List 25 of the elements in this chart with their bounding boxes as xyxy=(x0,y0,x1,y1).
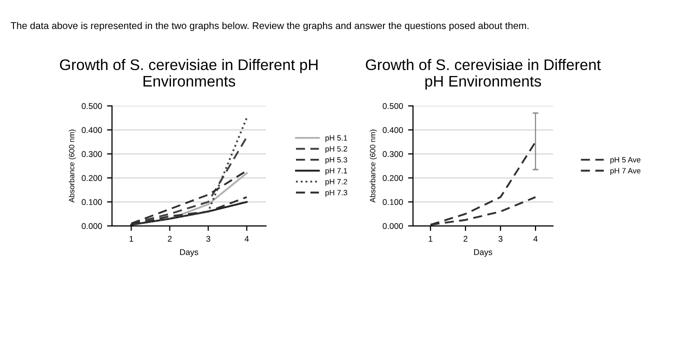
y-tick-label: 0.300 xyxy=(82,151,102,158)
y-tick-label: 0.100 xyxy=(82,199,102,206)
y-tick-label: 0.400 xyxy=(382,127,403,134)
x-tick-label: 2 xyxy=(168,236,172,242)
y-tick-label: 0.200 xyxy=(82,175,102,182)
x-tick-label: 4 xyxy=(533,236,538,242)
y-tick-label: 0.200 xyxy=(382,175,403,182)
x-tick-label: 1 xyxy=(428,236,432,242)
y-tick-label: 0.100 xyxy=(382,199,403,206)
y-tick-label: 0.000 xyxy=(82,223,102,230)
x-tick-label: 2 xyxy=(464,236,468,242)
y-tick-label: 0.500 xyxy=(82,103,102,109)
y-tick-label: 0.000 xyxy=(382,223,403,230)
y-tick-label: 0.300 xyxy=(382,151,403,158)
x-tick-label: 4 xyxy=(244,236,249,242)
x-tick-label: 3 xyxy=(206,236,210,242)
x-tick-label: 3 xyxy=(498,236,502,242)
y-tick-label: 0.400 xyxy=(82,127,102,134)
x-axis-title: Days xyxy=(180,249,198,257)
x-axis-title: Days xyxy=(474,249,492,257)
y-tick-label: 0.500 xyxy=(382,103,403,109)
text: The data above is represented in the two graphs below. Review the graphs and answer the questions posed about them. xyxy=(10,22,528,32)
x-tick-label: 1 xyxy=(130,236,134,242)
chart-title: Growth of S. cerevisiae in Different pH Environments xyxy=(60,58,318,87)
chart-title: Growth of S. cerevisiae in Different pH Environments xyxy=(366,58,601,90)
